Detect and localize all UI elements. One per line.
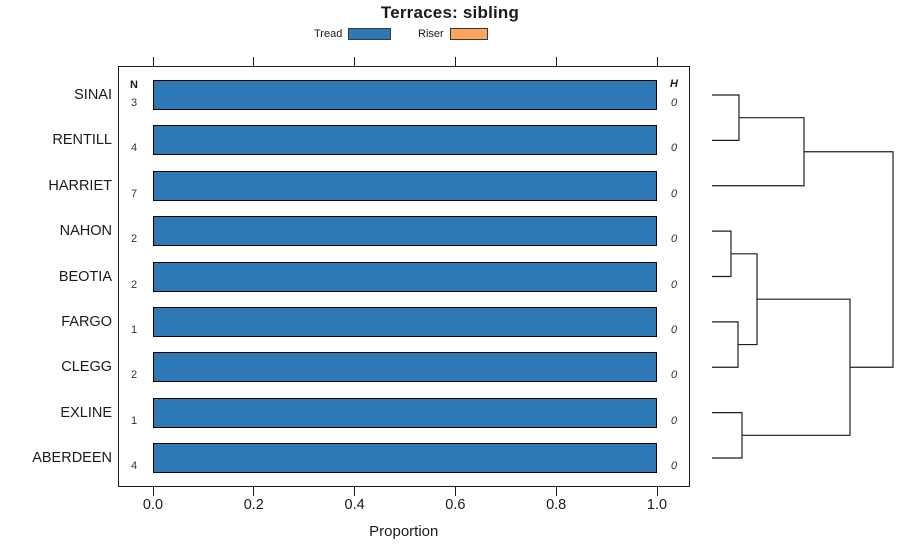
legend-item-tread: Tread	[314, 27, 392, 41]
dendrogram-merge	[742, 298, 851, 436]
category-label: HARRIET	[48, 177, 112, 194]
x-axis-tick-top	[454, 57, 456, 66]
h-column-header: H	[670, 78, 678, 90]
h-value: 0	[670, 414, 678, 427]
riser-color-swatch	[449, 28, 488, 40]
x-axis-tick-bottom	[555, 487, 557, 496]
dendrogram-merge	[712, 94, 740, 141]
x-axis-tick-bottom	[354, 487, 356, 496]
tread-bar	[153, 216, 657, 247]
dendrogram-merge	[712, 117, 805, 187]
x-axis-tick-label: 0.0	[142, 497, 164, 513]
h-value: 0	[670, 460, 678, 472]
category-label: BEOTIA	[58, 268, 112, 285]
x-axis-tick-label: 1.0	[646, 497, 668, 513]
n-value: 1	[130, 323, 138, 336]
dendrogram-merge	[731, 253, 758, 346]
category-label: EXLINE	[60, 404, 112, 421]
category-label: ABERDEEN	[32, 450, 112, 466]
legend-label-riser: Riser	[418, 28, 444, 40]
category-label: FARGO	[61, 313, 112, 330]
dendrogram-merge	[712, 230, 732, 278]
category-label: NAHON	[59, 223, 112, 240]
x-axis-tick-label: 0.4	[344, 497, 365, 513]
h-value: 0	[670, 233, 678, 246]
x-axis-tick-label: 0.6	[445, 497, 466, 513]
n-value: 7	[130, 187, 138, 200]
tread-bar	[153, 443, 657, 473]
n-column-header: N	[130, 79, 138, 91]
h-value: 0	[670, 187, 678, 200]
tread-bar	[153, 397, 657, 428]
h-value: 0	[670, 369, 678, 382]
h-value: 0	[670, 97, 678, 109]
x-axis-tick-bottom	[152, 487, 154, 496]
dendrogram-merge	[712, 321, 739, 368]
legend-label-tread: Tread	[314, 28, 343, 40]
n-value: 3	[130, 97, 138, 109]
x-axis-tick-bottom	[253, 487, 255, 496]
x-axis-tick-label: 0.2	[243, 497, 264, 513]
x-axis-tick-top	[555, 57, 557, 66]
category-label: CLEGG	[61, 359, 112, 376]
x-axis-tick-bottom	[656, 487, 658, 496]
h-value: 0	[670, 278, 678, 291]
n-value: 4	[130, 142, 138, 155]
chart-title: Terraces: sibling	[380, 3, 520, 22]
x-axis-tick-top	[253, 57, 255, 66]
category-label: SINAI	[74, 87, 112, 103]
x-axis-tick-label: 0.8	[546, 497, 567, 513]
x-axis-tick-top	[354, 57, 356, 66]
n-value: 4	[130, 460, 138, 472]
tread-bar	[153, 352, 657, 383]
legend-item-riser: Riser	[418, 27, 488, 41]
tread-color-swatch	[348, 28, 392, 40]
x-axis-tick-top	[656, 57, 658, 66]
category-label: RENTILL	[52, 132, 112, 149]
tread-bar	[153, 125, 657, 156]
tread-bar	[153, 80, 657, 110]
x-axis-tick-bottom	[454, 487, 456, 496]
dendrogram-merge	[804, 151, 894, 368]
x-axis-label: Proportion	[369, 523, 439, 540]
x-axis-tick-top	[152, 57, 154, 66]
n-value: 2	[130, 233, 138, 246]
n-value: 2	[130, 369, 138, 382]
tread-bar	[153, 306, 657, 337]
dendrogram-merge	[712, 412, 743, 459]
tread-bar	[153, 261, 657, 292]
tread-bar	[153, 170, 657, 201]
n-value: 2	[130, 278, 138, 291]
h-value: 0	[670, 142, 678, 155]
n-value: 1	[130, 414, 138, 427]
h-value: 0	[670, 323, 678, 336]
